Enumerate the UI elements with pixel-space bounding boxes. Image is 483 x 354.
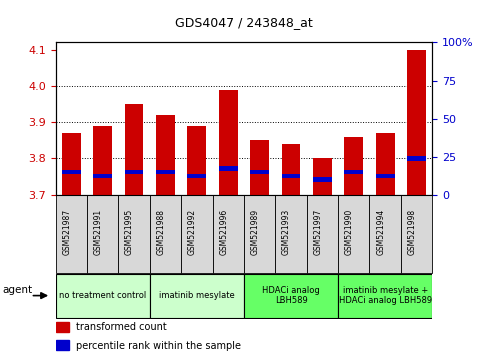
Text: HDACi analog
LBH589: HDACi analog LBH589 bbox=[262, 286, 320, 305]
FancyBboxPatch shape bbox=[338, 195, 369, 273]
Bar bbox=[93, 174, 112, 178]
FancyBboxPatch shape bbox=[150, 274, 244, 318]
Bar bbox=[313, 159, 332, 195]
FancyBboxPatch shape bbox=[307, 195, 338, 273]
FancyBboxPatch shape bbox=[213, 195, 244, 273]
Bar bbox=[282, 144, 300, 195]
Bar bbox=[376, 133, 395, 195]
Text: GSM521992: GSM521992 bbox=[188, 209, 197, 255]
Text: GSM521995: GSM521995 bbox=[125, 209, 134, 255]
Bar bbox=[376, 174, 395, 178]
Bar bbox=[282, 174, 300, 178]
Bar bbox=[407, 156, 426, 161]
Bar bbox=[56, 340, 69, 350]
Bar bbox=[219, 166, 238, 171]
FancyBboxPatch shape bbox=[181, 195, 213, 273]
FancyBboxPatch shape bbox=[244, 274, 338, 318]
Text: percentile rank within the sample: percentile rank within the sample bbox=[76, 341, 242, 351]
Bar bbox=[56, 322, 69, 332]
Text: GSM521991: GSM521991 bbox=[94, 209, 103, 255]
FancyBboxPatch shape bbox=[275, 195, 307, 273]
Bar bbox=[62, 133, 81, 195]
Bar bbox=[187, 174, 206, 178]
Bar bbox=[156, 115, 175, 195]
Text: imatinib mesylate: imatinib mesylate bbox=[159, 291, 235, 300]
Bar bbox=[156, 170, 175, 175]
FancyBboxPatch shape bbox=[369, 195, 401, 273]
Text: GSM521993: GSM521993 bbox=[282, 209, 291, 255]
Text: GSM521987: GSM521987 bbox=[62, 209, 71, 255]
Text: transformed count: transformed count bbox=[76, 322, 167, 332]
Bar bbox=[125, 104, 143, 195]
Bar bbox=[93, 126, 112, 195]
FancyBboxPatch shape bbox=[244, 195, 275, 273]
Text: agent: agent bbox=[2, 285, 32, 295]
Bar bbox=[344, 170, 363, 175]
Text: GSM521989: GSM521989 bbox=[251, 209, 260, 255]
Text: no treatment control: no treatment control bbox=[59, 291, 146, 300]
FancyBboxPatch shape bbox=[56, 274, 150, 318]
Text: imatinib mesylate +
HDACi analog LBH589: imatinib mesylate + HDACi analog LBH589 bbox=[339, 286, 432, 305]
Bar bbox=[313, 177, 332, 182]
FancyBboxPatch shape bbox=[56, 195, 87, 273]
FancyBboxPatch shape bbox=[87, 195, 118, 273]
Bar bbox=[62, 170, 81, 175]
FancyBboxPatch shape bbox=[338, 274, 432, 318]
Text: GSM521996: GSM521996 bbox=[219, 209, 228, 255]
FancyBboxPatch shape bbox=[118, 195, 150, 273]
Bar bbox=[125, 170, 143, 175]
Text: GSM521994: GSM521994 bbox=[376, 209, 385, 255]
Bar bbox=[407, 50, 426, 195]
Bar bbox=[344, 137, 363, 195]
Text: GSM521998: GSM521998 bbox=[408, 209, 416, 255]
Bar bbox=[187, 126, 206, 195]
Text: GSM521988: GSM521988 bbox=[156, 209, 165, 255]
Bar bbox=[250, 170, 269, 175]
Text: GSM521997: GSM521997 bbox=[313, 209, 323, 255]
Bar bbox=[250, 140, 269, 195]
Text: GSM521990: GSM521990 bbox=[345, 209, 354, 255]
FancyBboxPatch shape bbox=[401, 195, 432, 273]
Text: GDS4047 / 243848_at: GDS4047 / 243848_at bbox=[175, 16, 313, 29]
Bar bbox=[219, 90, 238, 195]
FancyBboxPatch shape bbox=[150, 195, 181, 273]
